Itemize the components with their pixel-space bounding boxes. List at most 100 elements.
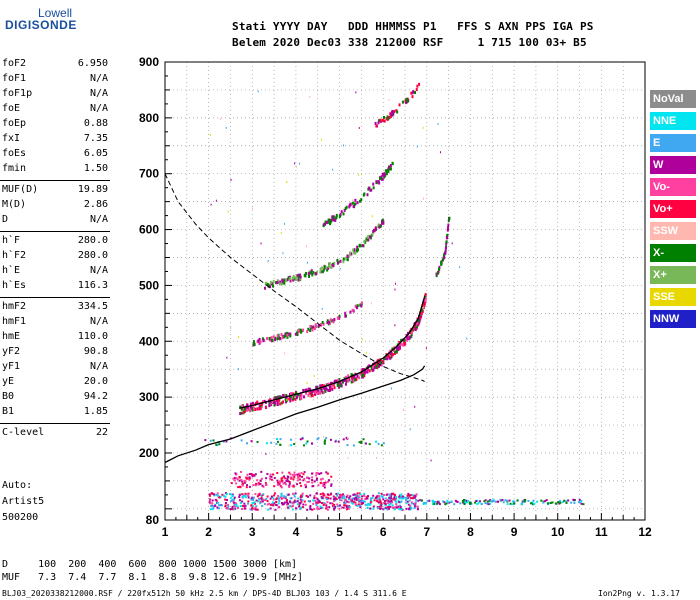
distance-row: D 100 200 400 600 800 1000 1500 3000 [km…: [2, 559, 298, 570]
echo-point: [402, 496, 405, 499]
echo-point: [398, 345, 401, 349]
echo-point: [369, 502, 372, 505]
echo-point: [369, 235, 372, 239]
echo-point: [368, 369, 371, 373]
echo-point: [351, 497, 354, 500]
echo-point: [337, 492, 340, 495]
echo-point: [368, 186, 371, 190]
echo-point: [325, 496, 328, 499]
param-value: 22: [95, 427, 108, 438]
echo-point: [245, 486, 248, 489]
echo-point: [284, 495, 287, 498]
y-tick-label: 700: [139, 167, 159, 181]
echo-point: [238, 499, 241, 502]
param-label: foEs: [2, 148, 27, 159]
chart-grid: [164, 61, 646, 520]
echo-point: [209, 502, 212, 505]
echo-point: [335, 213, 338, 217]
echo-point: [258, 494, 261, 497]
echo-point: [331, 383, 334, 387]
echo-point: [327, 497, 330, 500]
echo-point: [284, 483, 287, 486]
echo-point: [231, 495, 234, 498]
echo-point: [388, 167, 391, 171]
echo-point: [212, 439, 215, 442]
echo-point: [413, 325, 416, 329]
echo-point: [341, 506, 344, 509]
echo-point: [281, 280, 284, 284]
echo-point: [227, 504, 230, 507]
echo-point: [321, 506, 324, 509]
chart-axes: 1 2 3 4 5 6 7 8 9 10 11 128020030040050060070080090…: [139, 55, 652, 539]
echo-point: [219, 495, 222, 498]
echo-point: [572, 498, 575, 501]
echo-point: [438, 265, 441, 269]
echo-point: [389, 349, 392, 353]
echo-point: [307, 272, 310, 276]
echo-point: [351, 199, 353, 202]
echo-point: [331, 502, 334, 505]
echo-point: [218, 496, 221, 499]
echo-point: [280, 282, 283, 286]
echo-point: [342, 438, 345, 441]
echo-point: [268, 336, 271, 340]
param-separator: [0, 297, 110, 298]
echo-point: [239, 470, 242, 473]
echo-point: [349, 495, 352, 498]
echo-point: [309, 505, 312, 508]
echo-point: [298, 505, 301, 508]
echo-point: [405, 101, 408, 105]
echo-point: [395, 346, 398, 350]
legend-item-e: E: [650, 134, 696, 152]
echo-point: [228, 493, 231, 496]
echo-point: [219, 117, 221, 120]
echo-point: [259, 479, 262, 482]
legend-item-nne: NNE: [650, 112, 696, 130]
param-label: hmE: [2, 331, 21, 342]
echo-point: [413, 502, 416, 505]
echo-point: [272, 498, 275, 501]
echo-point: [339, 213, 342, 217]
echo-point: [315, 492, 318, 495]
echo-point: [317, 389, 320, 393]
echo-point: [354, 304, 357, 308]
echo-point: [295, 391, 298, 395]
echo-point: [377, 442, 380, 445]
echo-point: [389, 353, 392, 357]
echo-point: [551, 501, 554, 504]
echo-point: [316, 477, 319, 480]
echo-point: [367, 365, 370, 369]
echo-point: [210, 203, 212, 206]
echo-point: [333, 503, 336, 506]
param-label: M(D): [2, 199, 27, 210]
echo-point: [319, 323, 322, 327]
param-row: h`F 280.0: [2, 234, 108, 248]
echo-point: [222, 440, 225, 443]
echo-point: [311, 472, 314, 475]
echo-point: [565, 500, 568, 503]
x-tick-label: 9: [511, 525, 518, 539]
x-tick-label: 5: [336, 525, 343, 539]
echo-point: [313, 495, 316, 498]
echo-point: [315, 497, 318, 500]
echo-point: [402, 343, 405, 347]
echo-point: [262, 498, 265, 501]
echo-point: [212, 506, 215, 509]
param-label: hmF2: [2, 301, 27, 312]
echo-point: [299, 498, 302, 501]
echo-point: [304, 503, 307, 506]
echo-point: [260, 242, 262, 245]
echo-point: [370, 367, 373, 371]
echo-point: [563, 499, 566, 502]
echo-point: [286, 501, 289, 504]
echo-point: [322, 390, 325, 394]
echo-point: [398, 501, 401, 504]
echo-point: [344, 502, 347, 505]
y-tick-label: 400: [139, 334, 159, 348]
echo-point: [511, 500, 514, 503]
echo-point: [317, 472, 320, 475]
echo-point: [261, 500, 264, 503]
echo-point: [279, 480, 282, 483]
echo-point: [329, 318, 332, 322]
echo-point: [399, 504, 402, 507]
